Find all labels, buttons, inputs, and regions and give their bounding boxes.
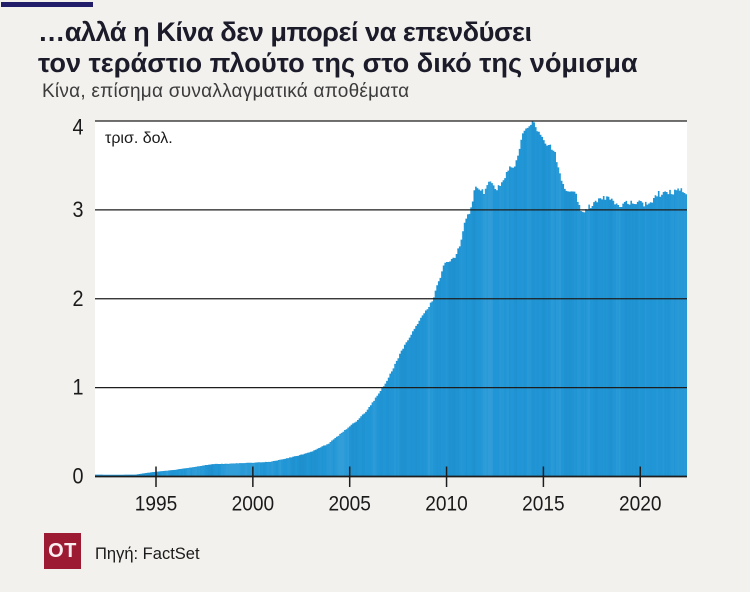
svg-text:3: 3 — [73, 197, 84, 222]
svg-text:4: 4 — [73, 115, 84, 140]
svg-text:2015: 2015 — [522, 492, 565, 516]
svg-text:2: 2 — [73, 286, 84, 311]
svg-text:0: 0 — [73, 464, 84, 489]
svg-text:2000: 2000 — [232, 492, 275, 516]
svg-text:2020: 2020 — [619, 492, 662, 516]
svg-text:1995: 1995 — [135, 492, 178, 516]
svg-text:2005: 2005 — [328, 492, 371, 516]
svg-text:1: 1 — [73, 375, 84, 400]
svg-text:2010: 2010 — [425, 492, 468, 516]
